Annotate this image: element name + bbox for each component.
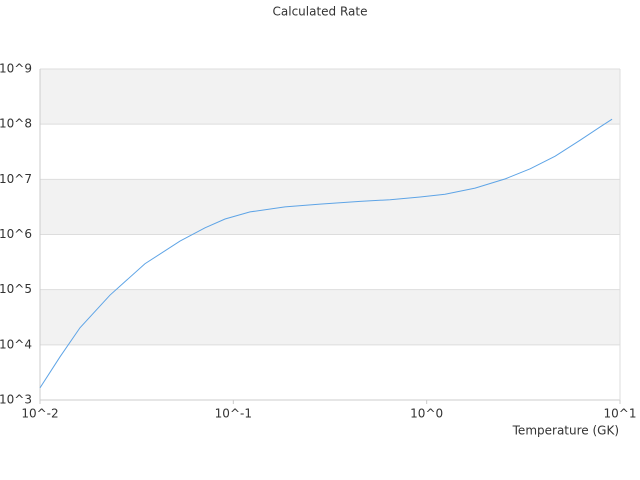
grid-band bbox=[40, 179, 620, 235]
grid-band bbox=[40, 69, 620, 125]
y-tick-label: 10^3 bbox=[0, 393, 32, 407]
x-axis-label: Temperature (GK) bbox=[512, 424, 619, 438]
x-tick-label: 10^-1 bbox=[215, 407, 252, 421]
y-tick-label: 10^7 bbox=[0, 172, 32, 186]
y-tick-label: 10^8 bbox=[0, 117, 32, 131]
line bbox=[39, 118, 613, 389]
x-tick-label: 10^1 bbox=[604, 407, 637, 421]
chart-title: Calculated Rate bbox=[273, 5, 368, 19]
y-tick-label: 10^4 bbox=[0, 337, 32, 351]
grid-band bbox=[40, 289, 620, 345]
y-tick-label: 10^6 bbox=[0, 227, 32, 241]
x-tick-label: 10^0 bbox=[410, 407, 443, 421]
x-tick-label: 10^-2 bbox=[21, 407, 58, 421]
y-tick-label: 10^9 bbox=[0, 62, 32, 76]
y-tick-label: 10^5 bbox=[0, 282, 32, 296]
